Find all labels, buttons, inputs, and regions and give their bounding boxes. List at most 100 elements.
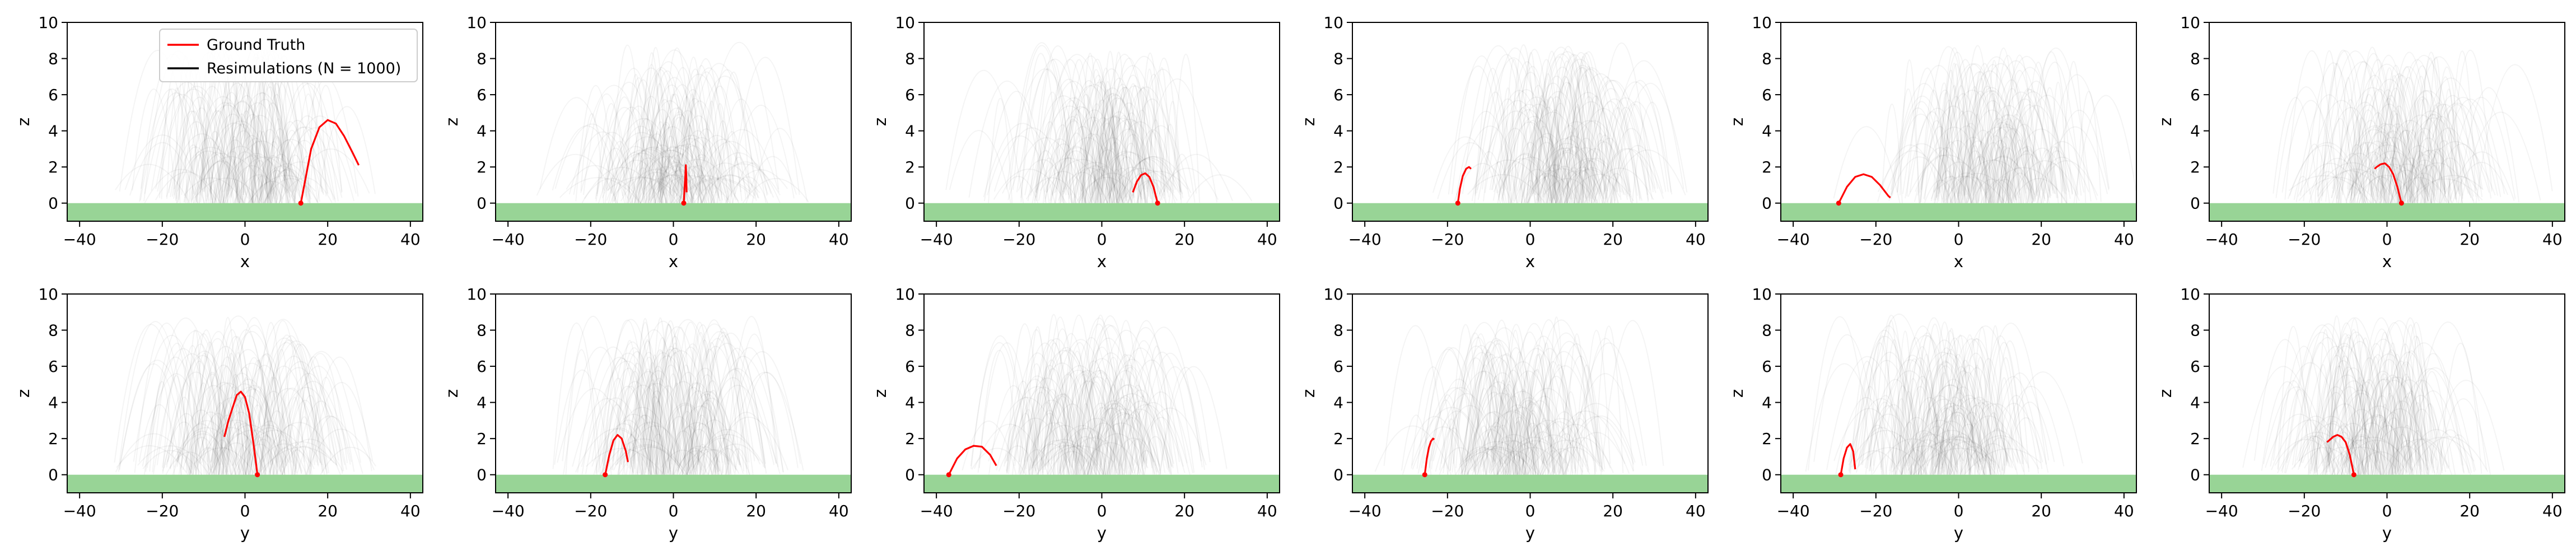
resimulation-trajectory: [1013, 377, 1085, 475]
x-tick-label: −20: [1002, 502, 1035, 520]
resimulation-trajectory: [1082, 315, 1137, 475]
resimulation-trajectory: [1112, 156, 1192, 204]
resimulation-trajectory: [692, 391, 731, 475]
x-tick-label: −20: [1431, 230, 1464, 249]
resimulation-trajectory: [2416, 52, 2446, 203]
resimulation-trajectory: [694, 368, 777, 475]
resimulation-trajectory: [2372, 166, 2399, 203]
resimulation-trajectory: [283, 396, 305, 475]
resimulation-trajectory: [258, 410, 295, 475]
resimulation-trajectory: [2005, 139, 2034, 203]
resimulation-trajectory: [1882, 104, 1903, 203]
resimulation-trajectory: [1950, 71, 2010, 203]
resimulation-trajectory: [1125, 109, 1159, 203]
resimulation-trajectory: [1563, 432, 1630, 475]
resimulation-trajectory: [2046, 146, 2065, 203]
resimulation-trajectory: [1548, 120, 1628, 203]
y-axis-label: z: [2156, 118, 2175, 126]
resimulation-trajectory: [691, 176, 717, 203]
resimulation-trajectory: [1526, 351, 1601, 475]
resimulation-trajectory: [2397, 150, 2461, 203]
resimulation-trajectory: [119, 363, 189, 475]
resimulation-trajectory: [1957, 150, 1994, 203]
resimulation-trajectory: [251, 86, 288, 203]
resimulation-trajectory: [1525, 106, 1570, 203]
resimulation-trajectory: [1901, 449, 1929, 475]
resimulation-trajectory: [263, 161, 336, 204]
resimulation-trajectory: [1038, 370, 1117, 475]
resimulation-trajectory: [1517, 370, 1556, 475]
resimulation-trajectory: [2336, 99, 2365, 203]
resimulation-cloud: [114, 315, 377, 475]
x-tick-label: 20: [318, 502, 338, 520]
resimulation-trajectory: [1499, 380, 1520, 475]
resimulation-trajectory: [1492, 380, 1515, 475]
resimulation-trajectory: [1578, 66, 1598, 203]
resimulation-trajectory: [1108, 156, 1148, 203]
resimulation-trajectory: [688, 338, 748, 475]
resimulation-trajectory: [239, 386, 278, 475]
resimulation-trajectory: [1164, 101, 1182, 203]
resimulation-trajectory: [1994, 176, 2015, 203]
resimulation-trajectory: [1981, 139, 2022, 203]
resimulation-trajectory: [2309, 403, 2381, 475]
resimulation-trajectory: [2353, 78, 2425, 203]
x-tick-label: 40: [1686, 502, 1706, 520]
resimulation-trajectory: [1459, 448, 1539, 475]
resimulation-trajectory: [2410, 99, 2433, 203]
x-tick-label: −40: [920, 502, 953, 520]
resimulation-trajectory: [659, 117, 699, 203]
resimulation-trajectory: [1137, 52, 1163, 203]
resimulation-trajectory: [307, 382, 374, 475]
resimulation-trajectory: [2342, 439, 2381, 475]
x-tick-label: 0: [1954, 502, 1964, 520]
ground-truth-line: [683, 164, 688, 203]
resimulation-trajectory: [1880, 320, 1902, 475]
resimulation-trajectory: [1934, 330, 1966, 475]
resimulation-trajectory: [161, 88, 181, 203]
resimulation-trajectory: [268, 139, 307, 203]
resimulation-trajectory: [2348, 353, 2429, 475]
resimulation-trajectory: [2382, 52, 2436, 203]
resimulation-trajectory: [139, 88, 205, 203]
ground-band: [1352, 203, 1708, 221]
resimulation-trajectory: [620, 442, 643, 475]
resimulation-trajectory: [1103, 384, 1123, 475]
resimulation-trajectory: [632, 357, 667, 475]
resimulation-trajectory: [235, 357, 274, 475]
resimulation-trajectory: [2358, 176, 2401, 204]
resimulation-trajectory: [1529, 76, 1585, 203]
resimulation-trajectory: [1920, 90, 1948, 203]
resimulation-trajectory: [1096, 117, 1148, 203]
resimulation-trajectory: [2351, 451, 2407, 475]
resimulation-trajectory: [1995, 91, 2071, 203]
resimulation-trajectory: [1077, 400, 1147, 475]
resimulation-trajectory: [647, 319, 729, 475]
y-axis-label: z: [1299, 389, 1318, 398]
resimulation-trajectory: [1507, 107, 1541, 203]
resimulation-trajectory: [613, 449, 651, 475]
resimulation-trajectory: [1435, 405, 1506, 475]
ground-truth-start-point: [603, 472, 608, 478]
resimulation-trajectory: [1518, 371, 1537, 475]
resimulation-trajectory: [245, 420, 292, 475]
resimulation-trajectory: [2374, 404, 2396, 475]
resimulation-trajectory: [1982, 376, 2043, 475]
resimulation-trajectory: [604, 341, 662, 475]
resimulation-trajectory: [1129, 395, 1158, 475]
resimulation-trajectory: [1992, 147, 2027, 203]
resimulation-trajectory: [678, 165, 715, 203]
resimulation-trajectory: [2042, 74, 2110, 203]
resimulation-trajectory: [608, 125, 672, 203]
resimulation-trajectory: [264, 168, 312, 204]
resimulation-trajectory: [1501, 152, 1555, 203]
resimulation-trajectory: [1130, 407, 1207, 475]
resimulation-trajectory: [1115, 170, 1181, 204]
resimulation-trajectory: [1550, 437, 1614, 475]
resimulation-trajectory: [2370, 176, 2393, 203]
resimulation-trajectory: [632, 167, 656, 203]
resimulation-trajectory: [1527, 51, 1606, 203]
resimulation-trajectory: [673, 100, 728, 203]
resimulation-trajectory: [2007, 80, 2068, 203]
resimulation-trajectory: [2359, 380, 2427, 475]
